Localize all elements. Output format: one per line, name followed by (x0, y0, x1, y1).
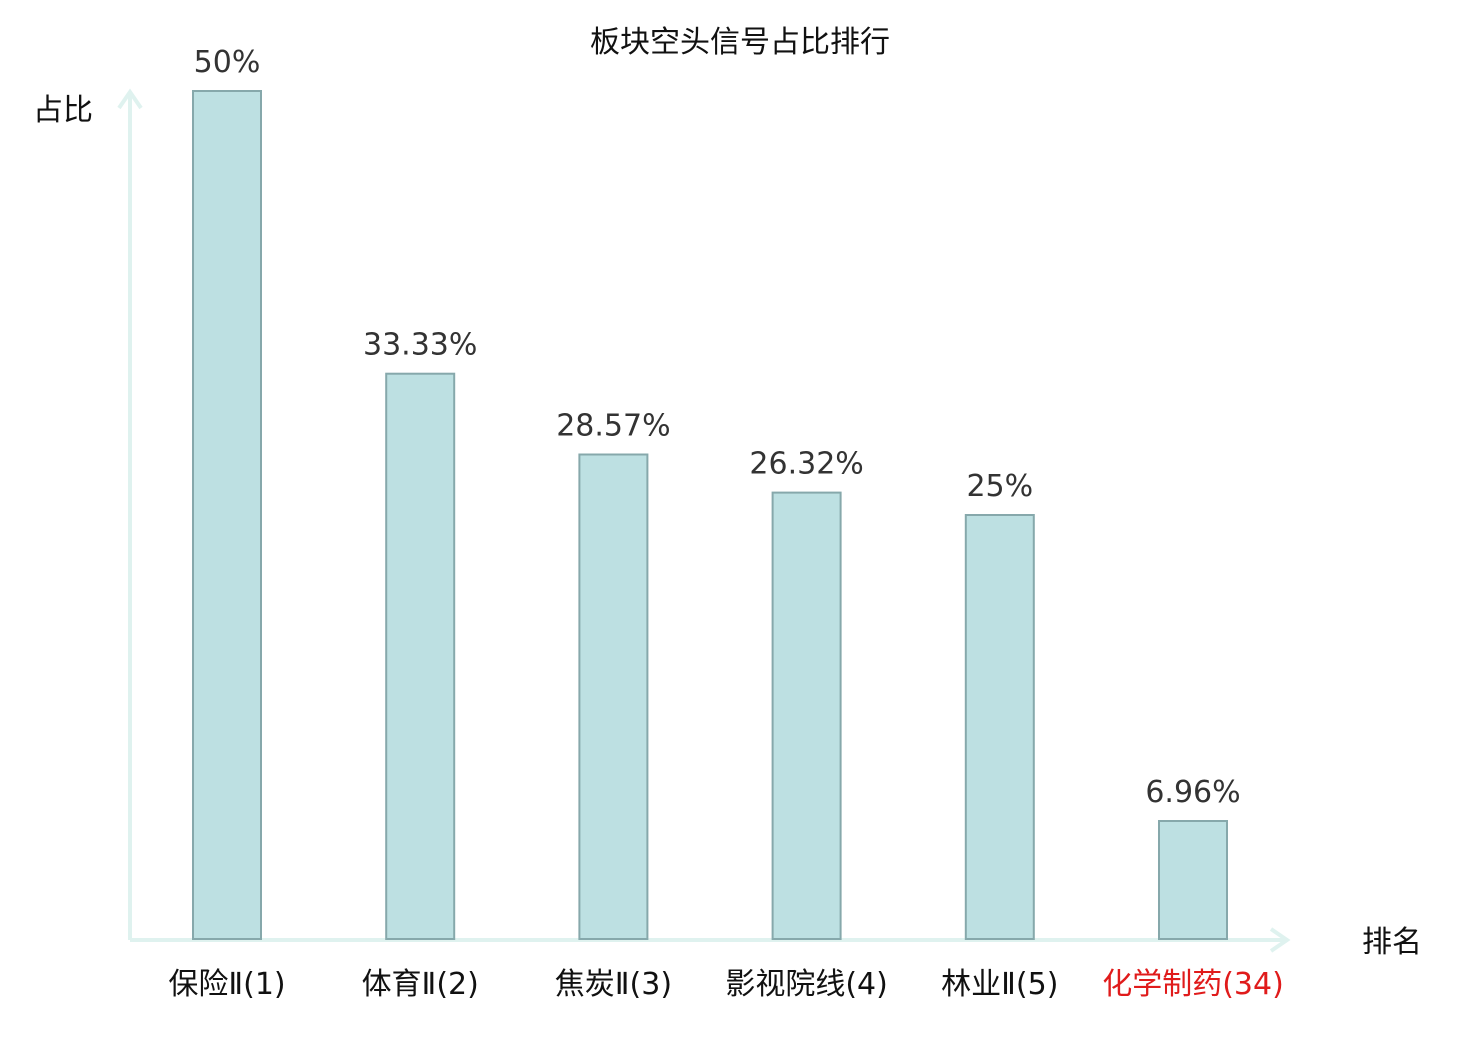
bar (578, 453, 649, 940)
bar (964, 514, 1035, 940)
bar (385, 372, 456, 940)
x-tick-label: 影视院线(4) (725, 967, 888, 1002)
x-tick-labels-group: 保险Ⅱ(1) 体育Ⅱ(2) 焦炭Ⅱ(3) 影视院线(4) 林业Ⅱ(5) 化学制药(34) (168, 967, 1283, 1002)
x-tick-label: 化学制药(34) (1102, 967, 1284, 1002)
chart-title: 板块空头信号占比排行 (590, 25, 890, 60)
axes (117, 88, 1291, 953)
bars-group (192, 90, 1228, 940)
x-axis-title: 排名 (1362, 925, 1422, 960)
value-labels-group: 50% 33.33% 28.57% 26.32% 25% 6.96% (194, 45, 1241, 810)
bar-value-label: 28.57% (556, 409, 670, 444)
bar (771, 491, 842, 940)
bar-value-label: 50% (194, 45, 261, 80)
x-tick-label: 保险Ⅱ(1) (168, 967, 285, 1002)
x-tick-label: 体育Ⅱ(2) (362, 967, 479, 1002)
x-tick-label: 林业Ⅱ(5) (941, 967, 1058, 1002)
x-axis-arrow (1269, 927, 1291, 953)
bar-value-label: 33.33% (363, 328, 477, 363)
bar (192, 90, 262, 940)
y-axis-arrow (117, 88, 143, 110)
bar (1158, 820, 1228, 940)
x-tick-label: 焦炭Ⅱ(3) (555, 967, 672, 1002)
bar-value-label: 25% (966, 469, 1033, 504)
y-axis-title: 占比 (33, 93, 93, 128)
bar-value-label: 26.32% (749, 447, 863, 482)
bar-value-label: 6.96% (1145, 775, 1240, 810)
